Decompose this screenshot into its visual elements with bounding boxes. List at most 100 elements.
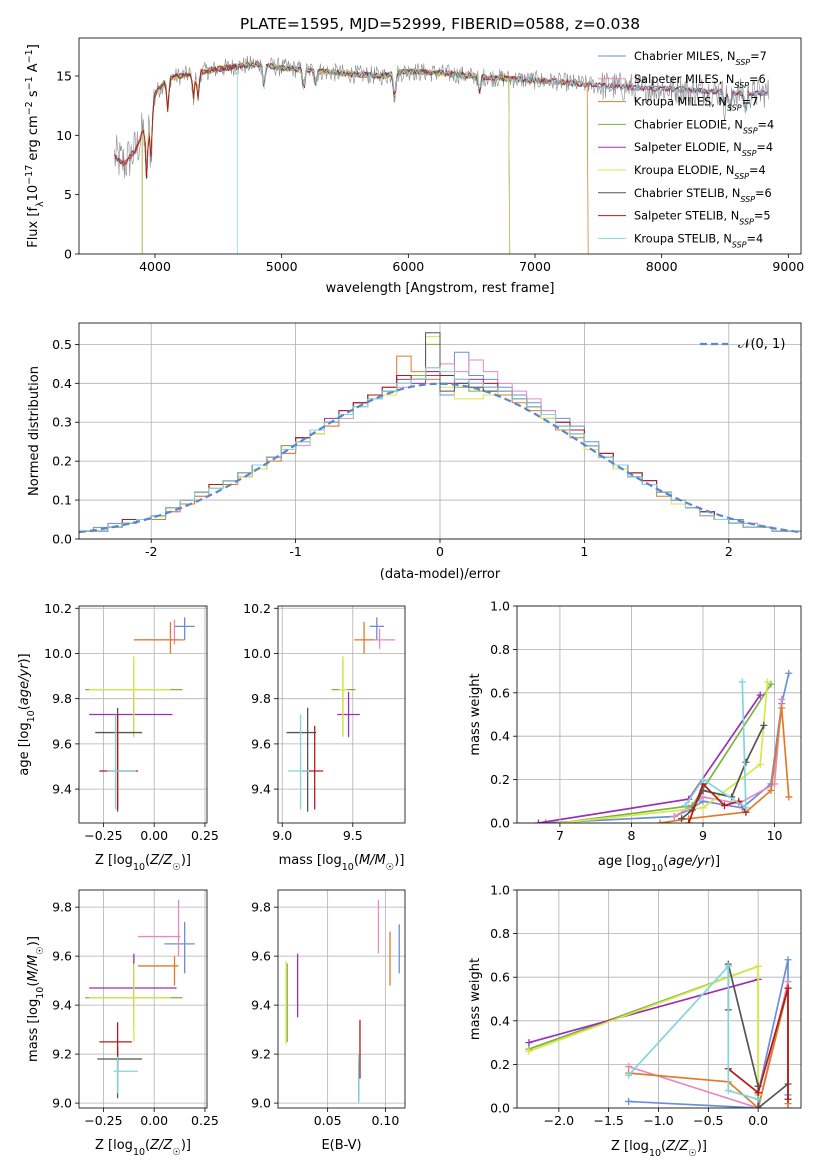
mass-weight-line [727, 987, 789, 1100]
label-part: ☉ [172, 1147, 181, 1158]
figure-title: PLATE=1595, MJD=52999, FIBERID=0588, z=0… [240, 15, 640, 33]
mass-weight-marker [724, 962, 732, 970]
y-axis-label: mass [log10(M/M☉)] [26, 936, 46, 1062]
plot-area [85, 899, 195, 1099]
x-axis-label: E(B-V) [321, 1138, 361, 1153]
panel-mass_weight_vs_Z: −2.0 −1.5 −1.0 −0.5 0.0 0.0 0.2 0.4 0.6 0.8 1.0 Z [… [468, 883, 802, 1159]
y-tick-label: 9.4 [251, 782, 271, 797]
x-axis-label: wavelength [Angstrom, rest frame] [326, 281, 555, 296]
y-axis-label: mass weight [468, 958, 483, 1040]
y-tick-label: 9.2 [52, 1047, 72, 1062]
label-part: −2 [24, 101, 35, 115]
x-axis-label: Z [log10(Z/Z☉)] [611, 1139, 707, 1159]
panel-mass_vs_EBV: 0.05 0.10 9.0 9.2 9.4 9.6 9.8 E(B-V) [251, 889, 406, 1153]
label-part: erg cm [26, 115, 41, 164]
mass-weight-marker [754, 962, 762, 970]
legend-entry: Kroupa ELODIE, NSSP=4 [634, 164, 766, 181]
label-part: ( [661, 1139, 666, 1154]
mass-weight-line [528, 965, 760, 1095]
grid-lines [79, 890, 207, 1108]
mass-weight-marker [738, 678, 746, 686]
x-tick-label: 9000 [772, 259, 804, 274]
error-bar-point [137, 956, 179, 986]
plot-area [534, 669, 793, 823]
mass-weight-marker [699, 793, 707, 801]
error-bar-point [331, 660, 356, 735]
mass-weight-marker [699, 804, 707, 812]
y-tick-label: 5 [64, 187, 72, 202]
x-tick-label: 6000 [392, 259, 424, 274]
y-tick-label: 9.4 [52, 998, 72, 1013]
y-tick-label: 9.6 [52, 736, 72, 751]
y-tick-label: 9.4 [251, 998, 271, 1013]
mass-weight-marker [678, 815, 686, 823]
panel-residual_histogram: -2 -1 0 1 2 0.0 0.1 0.2 0.3 0.4 0.5 (data-model)/er… [27, 322, 802, 582]
label-part: s [26, 90, 41, 101]
mass-weight-marker [556, 819, 564, 823]
x-tick-label: 9 [699, 828, 707, 843]
histogram-step [79, 367, 801, 539]
mass-weight-line [684, 681, 747, 810]
mass-weight-marker [767, 680, 775, 688]
error-bar-point [164, 921, 195, 974]
x-tick-label: -1 [289, 544, 301, 559]
label-part: ] [26, 44, 41, 49]
x-axis-label: (data-model)/error [380, 567, 501, 582]
label-part: 10 [35, 987, 46, 999]
error-bar-point [286, 707, 317, 812]
x-tick-label: −2.0 [544, 1113, 574, 1128]
legend-entry-sub: SSP [743, 126, 758, 135]
grid-lines [517, 605, 801, 824]
legend-entry-tail: =6 [755, 187, 772, 200]
label-part: 10 [133, 1147, 145, 1158]
legend-entry: Kroupa STELIB, NSSP=4 [634, 232, 763, 249]
label-part: )] [181, 1138, 191, 1153]
legend-entry-tail: =6 [749, 73, 766, 86]
label-part: ( [17, 705, 32, 710]
y-tick-label: 10.0 [243, 646, 271, 661]
model-spectrum-line [114, 61, 589, 254]
mass-weight-marker [767, 786, 775, 794]
label-part: ☉ [386, 862, 395, 873]
model-spectrum-line [236, 62, 770, 254]
plots-layer: 4000 5000 6000 7000 8000 9000051015wavelength… [17, 37, 804, 1159]
x-tick-label: 4000 [139, 259, 171, 274]
x-tick-label: 2 [725, 544, 733, 559]
panel-age_vs_mass: 9.0 9.5 9.4 9.6 9.8 10.0 10.2 mass [log10(M/M☉)… [243, 601, 406, 873]
y-tick-label: 9.6 [251, 736, 271, 751]
y-tick-label: 1.0 [490, 599, 510, 614]
x-tick-label: 7 [556, 828, 564, 843]
error-bar-point [337, 691, 360, 738]
label-part: 10 [342, 862, 354, 873]
x-tick-label: −0.25 [84, 1113, 122, 1128]
x-tick-label: 9.0 [272, 828, 292, 843]
error-bar-point [95, 707, 142, 812]
label-part: ( [26, 982, 41, 987]
mass-weight-marker [542, 819, 550, 823]
mass-weight-line [528, 978, 759, 1044]
plot-area [286, 617, 396, 812]
label-part: )] [394, 853, 404, 868]
plot-area [525, 956, 792, 1108]
plot-area [79, 332, 801, 539]
mass-weight-marker [625, 1071, 633, 1079]
mass-weight-line [627, 964, 759, 1101]
label-part: ( [145, 853, 150, 868]
y-tick-label: 9.0 [52, 1096, 72, 1111]
y-tick-label: 9.0 [251, 1096, 271, 1111]
mass-weight-line [659, 707, 790, 823]
label-part: ( [663, 854, 668, 869]
y-tick-label: 0.2 [490, 772, 510, 787]
error-bar-point [301, 725, 324, 810]
axes: −0.25 0.00 0.259.09.29.49.69.8Z [log10(Z/Z… [26, 889, 219, 1158]
y-tick-label: 10.0 [44, 646, 72, 661]
label-part: −1 [24, 76, 35, 90]
error-bar-point [287, 714, 310, 810]
normal-reference-curve [79, 382, 801, 534]
legend-entry-main: Chabrier MILES, N [634, 50, 735, 63]
axes-frame [78, 322, 802, 540]
axes: 9.0 9.5 9.4 9.6 9.8 10.0 10.2 mass [log10(M/M☉)… [243, 601, 406, 873]
